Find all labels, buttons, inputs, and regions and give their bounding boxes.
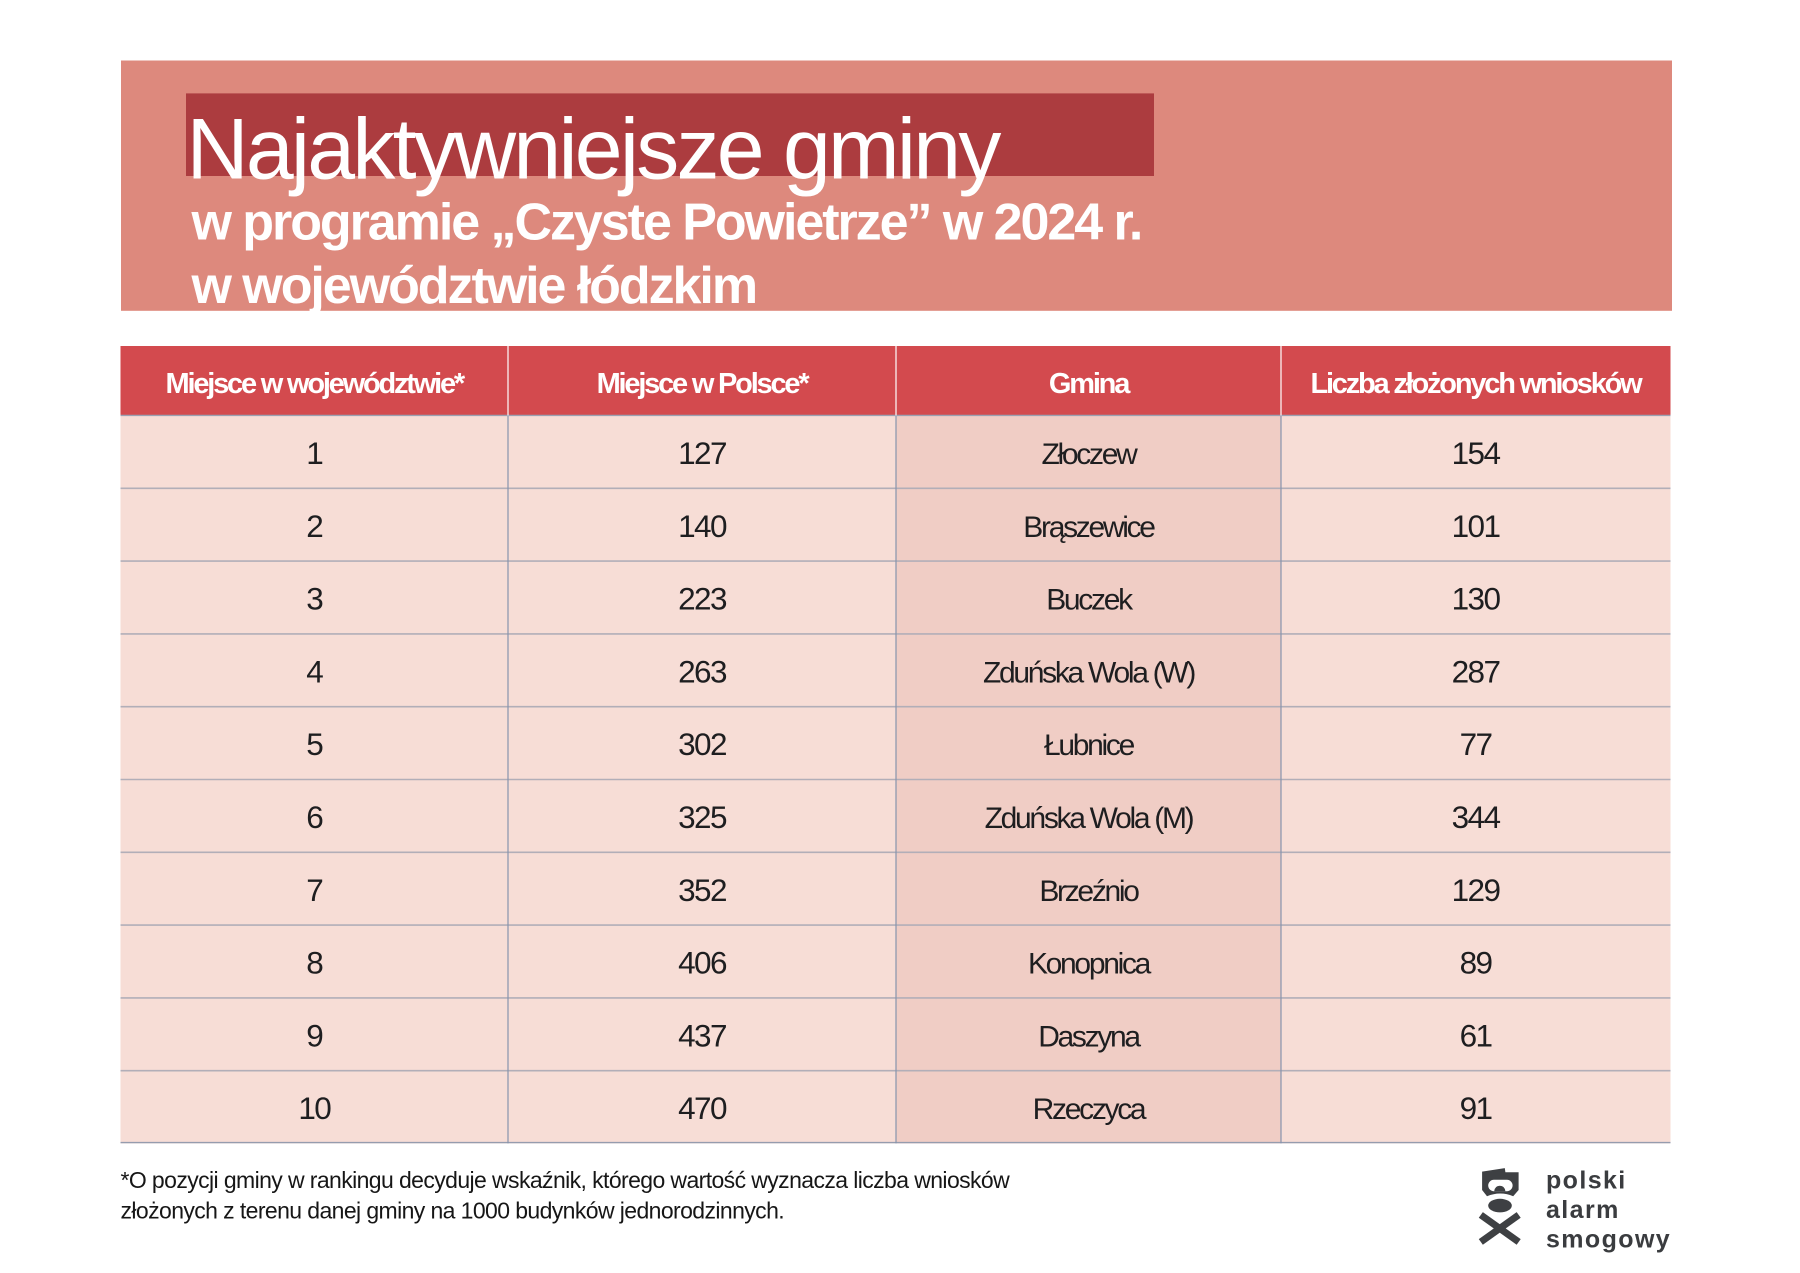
svg-text:polski: polski (1546, 1166, 1627, 1194)
svg-text:6: 6 (306, 799, 323, 835)
svg-text:9: 9 (306, 1017, 323, 1053)
svg-text:8: 8 (306, 945, 323, 981)
svg-text:Miejsce w województwie*: Miejsce w województwie* (166, 368, 466, 400)
svg-text:smogowy: smogowy (1546, 1226, 1671, 1254)
svg-text:złożonych z terenu danej gminy: złożonych z terenu danej gminy na 1000 b… (121, 1198, 785, 1224)
svg-text:3: 3 (306, 581, 323, 617)
svg-text:325: 325 (678, 799, 727, 835)
svg-text:Rzeczyca: Rzeczyca (1033, 1093, 1147, 1126)
svg-text:344: 344 (1452, 799, 1501, 835)
svg-text:4: 4 (306, 653, 323, 689)
svg-text:w programie „Czyste Powietrze”: w programie „Czyste Powietrze” w 2024 r. (191, 194, 1142, 252)
svg-text:Brzeźnio: Brzeźnio (1039, 875, 1139, 908)
svg-text:140: 140 (678, 508, 727, 544)
svg-text:Konopnica: Konopnica (1028, 948, 1152, 981)
svg-text:91: 91 (1460, 1090, 1492, 1126)
svg-text:129: 129 (1452, 872, 1501, 908)
svg-text:Zduńska Wola (W): Zduńska Wola (W) (983, 656, 1195, 689)
svg-text:Miejsce w Polsce*: Miejsce w Polsce* (597, 368, 811, 400)
svg-text:2: 2 (306, 508, 322, 544)
svg-text:10: 10 (298, 1090, 331, 1126)
svg-text:Brąszewice: Brąszewice (1023, 511, 1155, 544)
svg-text:Zduńska Wola (M): Zduńska Wola (M) (985, 802, 1194, 835)
svg-text:352: 352 (678, 872, 726, 908)
svg-text:*O pozycji gminy w rankingu de: *O pozycji gminy w rankingu decyduje wsk… (121, 1167, 1011, 1193)
svg-text:5: 5 (306, 726, 323, 762)
svg-text:406: 406 (678, 945, 727, 981)
svg-text:7: 7 (306, 872, 322, 908)
svg-text:89: 89 (1460, 945, 1493, 981)
svg-text:Złoczew: Złoczew (1042, 438, 1139, 471)
svg-text:Najaktywniejsze gminy: Najaktywniejsze gminy (187, 102, 1002, 198)
svg-text:130: 130 (1452, 581, 1501, 617)
svg-text:263: 263 (678, 653, 727, 689)
svg-text:470: 470 (678, 1090, 727, 1126)
svg-text:alarm: alarm (1546, 1196, 1620, 1224)
svg-text:302: 302 (678, 726, 726, 762)
svg-text:Daszyna: Daszyna (1038, 1020, 1141, 1053)
svg-text:Buczek: Buczek (1046, 584, 1134, 617)
svg-text:287: 287 (1452, 653, 1500, 689)
svg-text:154: 154 (1452, 435, 1501, 471)
svg-text:1: 1 (306, 435, 322, 471)
svg-text:223: 223 (678, 581, 727, 617)
svg-text:Gmina: Gmina (1049, 368, 1131, 400)
svg-text:127: 127 (678, 435, 726, 471)
svg-text:437: 437 (678, 1017, 726, 1053)
svg-text:77: 77 (1460, 726, 1492, 762)
svg-text:61: 61 (1460, 1017, 1492, 1053)
svg-text:w województwie łódzkim: w województwie łódzkim (191, 257, 757, 315)
svg-text:Liczba złożonych wniosków: Liczba złożonych wniosków (1310, 368, 1643, 400)
svg-text:Łubnice: Łubnice (1044, 729, 1135, 762)
svg-text:101: 101 (1452, 508, 1500, 544)
